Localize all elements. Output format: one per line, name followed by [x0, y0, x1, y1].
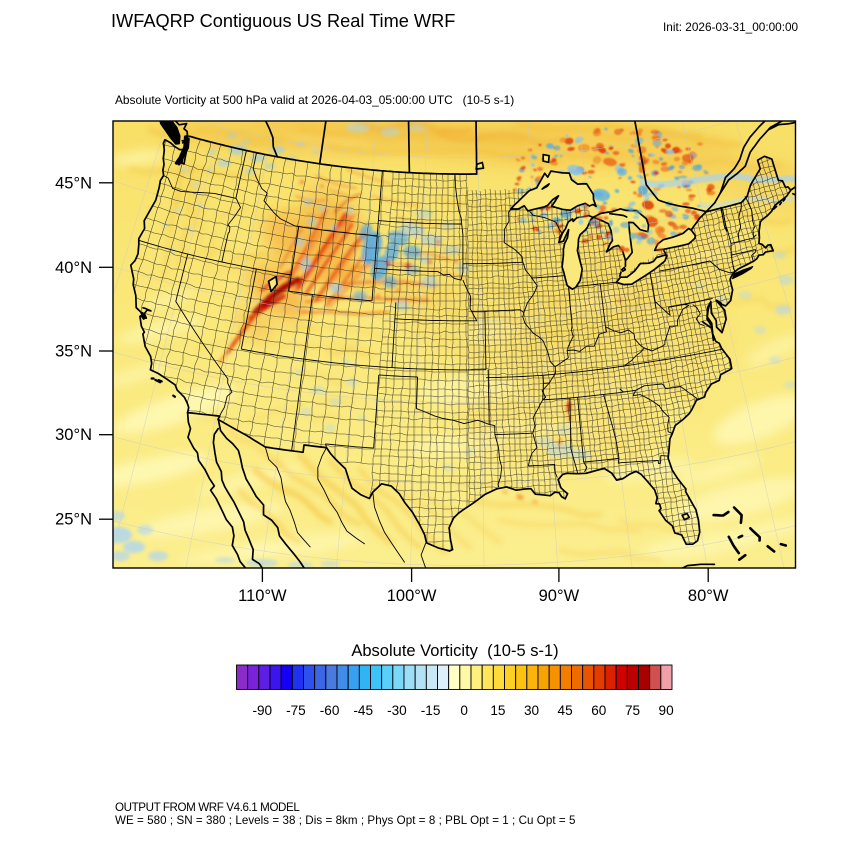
- svg-text:Absolute Vorticity (10-5 s-1): Absolute Vorticity (10-5 s-1): [351, 642, 558, 660]
- svg-text:30°N: 30°N: [55, 426, 92, 444]
- svg-text:0: 0: [460, 703, 468, 718]
- svg-text:110°W: 110°W: [238, 587, 287, 605]
- svg-text:-60: -60: [320, 703, 340, 718]
- svg-text:60: 60: [591, 703, 607, 718]
- svg-text:-15: -15: [421, 703, 441, 718]
- svg-text:-30: -30: [387, 703, 407, 718]
- svg-text:90: 90: [659, 703, 675, 718]
- svg-text:-45: -45: [353, 703, 373, 718]
- svg-text:-90: -90: [252, 703, 272, 718]
- svg-text:Init: 2026-03-31_00:00:00: Init: 2026-03-31_00:00:00: [663, 20, 799, 34]
- svg-text:40°N: 40°N: [55, 259, 92, 277]
- svg-text:IWFAQRP Contiguous US Real Tim: IWFAQRP Contiguous US Real Time WRF: [111, 11, 455, 31]
- svg-text:WE = 580 ; SN = 380 ; Levels =: WE = 580 ; SN = 380 ; Levels = 38 ; Dis …: [115, 814, 576, 827]
- svg-text:90°W: 90°W: [539, 587, 580, 605]
- svg-text:-75: -75: [286, 703, 306, 718]
- svg-text:80°W: 80°W: [688, 587, 729, 605]
- svg-text:Absolute Vorticity at 500 hPa: Absolute Vorticity at 500 hPa valid at 2…: [115, 93, 514, 107]
- svg-text:45°N: 45°N: [55, 174, 92, 192]
- svg-text:45: 45: [558, 703, 573, 718]
- svg-text:35°N: 35°N: [55, 343, 92, 361]
- svg-text:75: 75: [625, 703, 640, 718]
- svg-text:25°N: 25°N: [55, 511, 92, 529]
- svg-text:15: 15: [490, 703, 505, 718]
- svg-text:30: 30: [524, 703, 540, 718]
- svg-text:OUTPUT FROM WRF V4.6.1 MODEL: OUTPUT FROM WRF V4.6.1 MODEL: [115, 801, 300, 814]
- svg-text:100°W: 100°W: [387, 587, 437, 605]
